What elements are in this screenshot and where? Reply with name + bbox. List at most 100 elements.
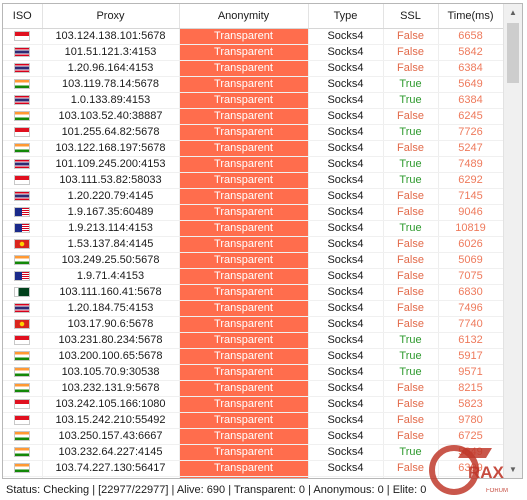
table-row[interactable]: 103.119.78.14:5678 Transparent Socks4 True 5… <box>3 76 503 93</box>
type-cell: Socks4 <box>308 380 384 397</box>
vertical-scrollbar[interactable]: ▲ ▼ <box>503 4 522 478</box>
table-row[interactable]: 1.9.213.114:4153 Transparent Socks4 True 108… <box>3 220 503 237</box>
anonymity-cell: Transparent <box>179 284 309 301</box>
table-row[interactable]: 101.109.245.200:4153 Transparent Socks4 Tru… <box>3 156 503 173</box>
time-cell: 7075 <box>438 268 503 285</box>
iso-cell <box>3 92 43 109</box>
proxy-cell: 1.20.96.164:4153 <box>42 60 180 77</box>
scrollbar-thumb[interactable] <box>507 23 519 83</box>
type-cell: Socks4 <box>308 60 384 77</box>
anonymity-cell: Transparent <box>179 44 309 61</box>
table-row[interactable]: 1.20.184.75:4153 Transparent Socks4 False 74… <box>3 300 503 317</box>
col-header-iso[interactable]: ISO <box>3 4 43 29</box>
indonesia-flag-icon <box>14 335 31 346</box>
type-cell: Socks4 <box>308 204 384 221</box>
type-cell: Socks4 <box>308 76 384 93</box>
iso-cell <box>3 476 43 478</box>
proxy-grid: ISO Proxy Anonymity Type SSL Time(ms) 10… <box>2 3 523 479</box>
iso-cell <box>3 364 43 381</box>
iso-cell <box>3 380 43 397</box>
table-row[interactable]: 103.124.138.101:5678 Transparent Socks4 Fal… <box>3 28 503 45</box>
scroll-up-arrow-icon[interactable]: ▲ <box>509 8 517 17</box>
type-cell: Socks4 <box>308 28 384 45</box>
anonymity-cell: Transparent <box>179 124 309 141</box>
anonymity-cell: Transparent <box>179 172 309 189</box>
time-cell: 7496 <box>438 300 503 317</box>
table-row[interactable]: 103.249.25.50:5678 Transparent Socks4 False… <box>3 252 503 269</box>
table-row[interactable]: 101.51.121.3:4153 Transparent Socks4 False 5… <box>3 44 503 61</box>
col-header-time[interactable]: Time(ms) <box>438 4 503 29</box>
thailand-flag-icon <box>14 47 31 58</box>
table-row[interactable]: 103.200.100.65:5678 Transparent Socks4 True… <box>3 348 503 365</box>
col-header-proxy[interactable]: Proxy <box>42 4 180 29</box>
ssl-cell: False <box>383 28 439 45</box>
time-cell: 5247 <box>438 140 503 157</box>
iso-cell <box>3 444 43 461</box>
table-row[interactable]: 103.242.105.166:1080 Transparent Socks4 Fal… <box>3 396 503 413</box>
anonymity-cell: Transparent <box>179 332 309 349</box>
type-cell: Socks4 <box>308 412 384 429</box>
proxy-cell: 103.251.82.14:44550 <box>42 476 180 478</box>
table-row[interactable]: 1.53.137.84:4145 Transparent Socks4 False 60… <box>3 236 503 253</box>
table-row[interactable]: 103.231.80.234:5678 Transparent Socks4 True… <box>3 332 503 349</box>
table-row[interactable]: 103.232.64.227:4145 Transparent Socks4 True… <box>3 444 503 461</box>
proxy-cell: 101.109.245.200:4153 <box>42 156 180 173</box>
proxy-cell: 103.242.105.166:1080 <box>42 396 180 413</box>
type-cell: Socks4 <box>308 108 384 125</box>
anonymity-cell: Transparent <box>179 156 309 173</box>
table-row[interactable]: 103.232.131.9:5678 Transparent Socks4 False… <box>3 380 503 397</box>
table-row[interactable]: 103.122.168.197:5678 Transparent Socks4 Fal… <box>3 140 503 157</box>
iso-cell <box>3 204 43 221</box>
col-header-type[interactable]: Type <box>308 4 384 29</box>
time-cell: 6128 <box>438 476 503 478</box>
ssl-cell: True <box>383 476 439 478</box>
anonymity-cell: Transparent <box>179 252 309 269</box>
table-row[interactable]: 1.0.133.89:4153 Transparent Socks4 True 6384 <box>3 92 503 109</box>
table-row[interactable]: 103.15.242.210:55492 Transparent Socks4 Fal… <box>3 412 503 429</box>
india-flag-icon <box>14 79 31 90</box>
proxy-cell: 103.119.78.14:5678 <box>42 76 180 93</box>
iso-cell <box>3 76 43 93</box>
time-cell: 6384 <box>438 92 503 109</box>
time-cell: 7145 <box>438 188 503 205</box>
grid-viewport: ISO Proxy Anonymity Type SSL Time(ms) 10… <box>3 4 503 478</box>
malaysia-flag-icon <box>14 271 31 282</box>
proxy-cell: 103.200.100.65:5678 <box>42 348 180 365</box>
iso-cell <box>3 44 43 61</box>
scroll-down-arrow-icon[interactable]: ▼ <box>509 465 517 474</box>
type-cell: Socks4 <box>308 476 384 478</box>
iso-cell <box>3 284 43 301</box>
table-row[interactable]: 103.105.70.9:30538 Transparent Socks4 True 9… <box>3 364 503 381</box>
table-row[interactable]: 103.74.227.130:56417 Transparent Socks4 Fal… <box>3 460 503 477</box>
table-row[interactable]: 103.17.90.6:5678 Transparent Socks4 False 77… <box>3 316 503 333</box>
indonesia-flag-icon <box>14 399 31 410</box>
type-cell: Socks4 <box>308 284 384 301</box>
table-row[interactable]: 103.250.157.43:6667 Transparent Socks4 Fals… <box>3 428 503 445</box>
table-row[interactable]: 103.111.53.82:58033 Transparent Socks4 True… <box>3 172 503 189</box>
table-row[interactable]: 1.20.220.79:4145 Transparent Socks4 False 71… <box>3 188 503 205</box>
anonymity-cell: Transparent <box>179 412 309 429</box>
col-header-ssl[interactable]: SSL <box>383 4 439 29</box>
type-cell: Socks4 <box>308 220 384 237</box>
anonymity-cell: Transparent <box>179 28 309 45</box>
iso-cell <box>3 460 43 477</box>
table-row[interactable]: 1.20.96.164:4153 Transparent Socks4 False 63… <box>3 60 503 77</box>
vietnam-flag-icon <box>14 319 31 330</box>
ssl-cell: False <box>383 252 439 269</box>
thailand-flag-icon <box>14 63 31 74</box>
ssl-cell: True <box>383 364 439 381</box>
table-row[interactable]: 1.9.167.35:60489 Transparent Socks4 False 90… <box>3 204 503 221</box>
col-header-anonymity[interactable]: Anonymity <box>179 4 309 29</box>
time-cell: 6725 <box>438 428 503 445</box>
table-row[interactable]: 103.103.52.40:38887 Transparent Socks4 Fals… <box>3 108 503 125</box>
india-flag-icon <box>14 111 31 122</box>
table-row[interactable]: 103.111.160.41:5678 Transparent Socks4 Fals… <box>3 284 503 301</box>
anonymity-cell: Transparent <box>179 188 309 205</box>
table-row[interactable]: 103.251.82.14:44550TransparentSocks4True… <box>3 476 503 478</box>
malaysia-flag-icon <box>14 223 31 234</box>
table-row[interactable]: 1.9.71.4:4153 Transparent Socks4 False 7075 <box>3 268 503 285</box>
ssl-cell: False <box>383 236 439 253</box>
table-row[interactable]: 101.255.64.82:5678 Transparent Socks4 True 7… <box>3 124 503 141</box>
iso-cell <box>3 268 43 285</box>
time-cell: 7726 <box>438 124 503 141</box>
